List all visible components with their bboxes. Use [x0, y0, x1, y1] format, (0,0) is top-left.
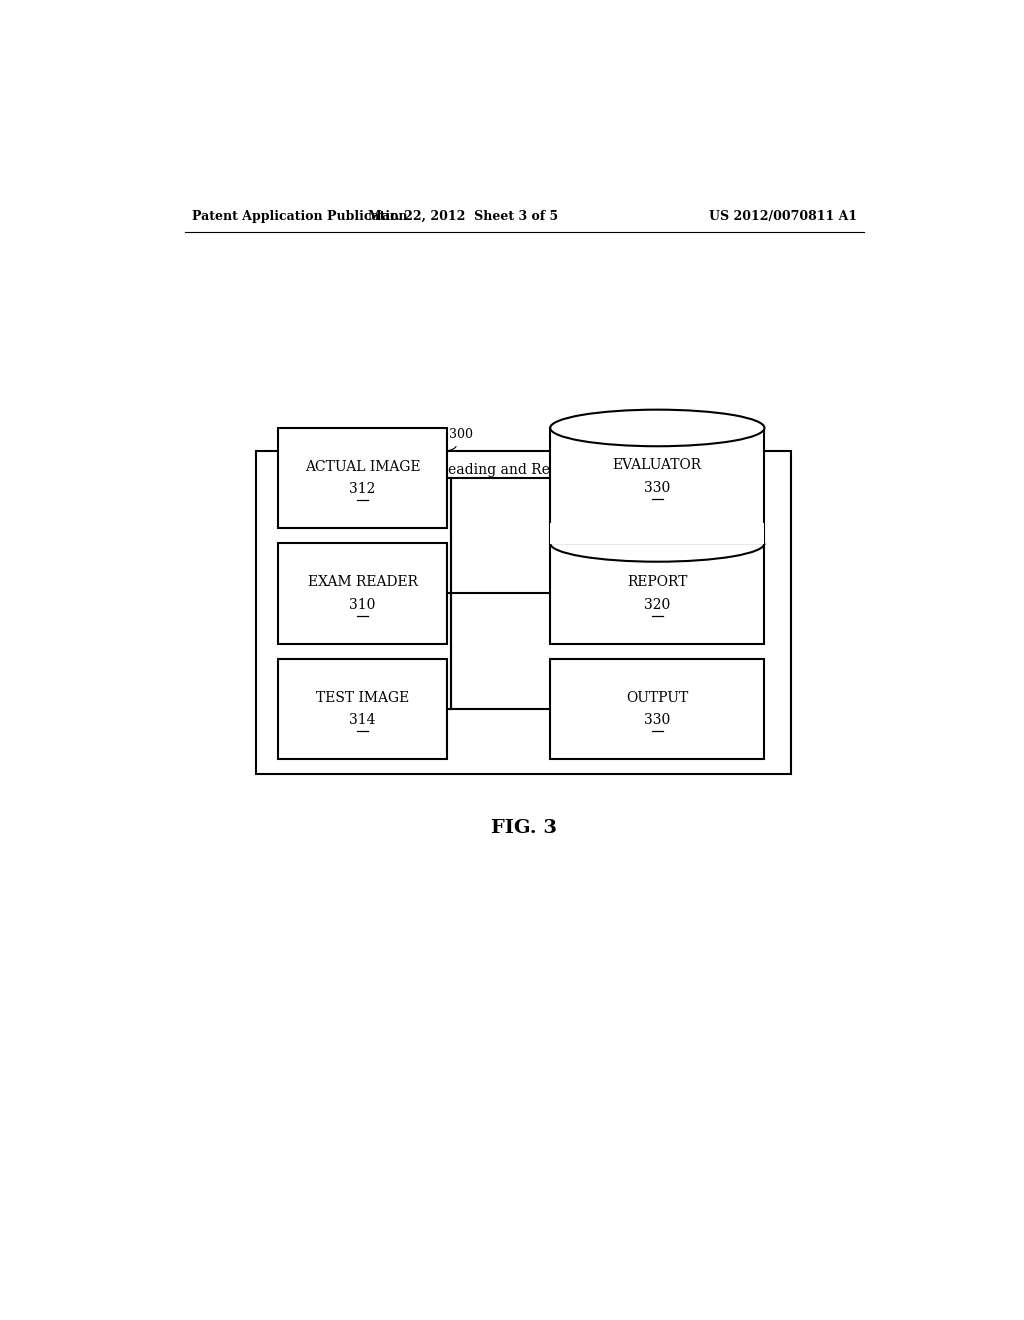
Ellipse shape — [550, 409, 765, 446]
FancyBboxPatch shape — [550, 659, 765, 759]
FancyBboxPatch shape — [278, 544, 447, 644]
FancyArrowPatch shape — [450, 446, 456, 450]
Text: ACTUAL IMAGE: ACTUAL IMAGE — [305, 459, 420, 474]
Text: Patent Application Publication: Patent Application Publication — [193, 210, 408, 223]
FancyBboxPatch shape — [278, 428, 447, 528]
Text: 300: 300 — [450, 428, 473, 441]
Text: EXAM READER: EXAM READER — [307, 576, 418, 589]
FancyBboxPatch shape — [550, 523, 765, 544]
Text: 320: 320 — [644, 598, 671, 611]
Text: 310: 310 — [349, 598, 376, 611]
Text: US 2012/0070811 A1: US 2012/0070811 A1 — [710, 210, 857, 223]
Text: 314: 314 — [349, 713, 376, 727]
Text: 330: 330 — [644, 480, 671, 495]
FancyBboxPatch shape — [550, 544, 765, 644]
FancyBboxPatch shape — [256, 451, 791, 775]
Text: EVALUATOR: EVALUATOR — [612, 458, 701, 473]
Text: 330: 330 — [644, 713, 671, 727]
Text: Image Reading and Reporting System: Image Reading and Reporting System — [389, 463, 657, 478]
Text: REPORT: REPORT — [627, 576, 687, 589]
Text: FIG. 3: FIG. 3 — [490, 820, 557, 837]
Text: Mar. 22, 2012  Sheet 3 of 5: Mar. 22, 2012 Sheet 3 of 5 — [368, 210, 558, 223]
Text: 312: 312 — [349, 482, 376, 496]
FancyBboxPatch shape — [278, 659, 447, 759]
Text: TEST IMAGE: TEST IMAGE — [315, 690, 410, 705]
Text: OUTPUT: OUTPUT — [627, 690, 688, 705]
FancyBboxPatch shape — [550, 428, 765, 544]
